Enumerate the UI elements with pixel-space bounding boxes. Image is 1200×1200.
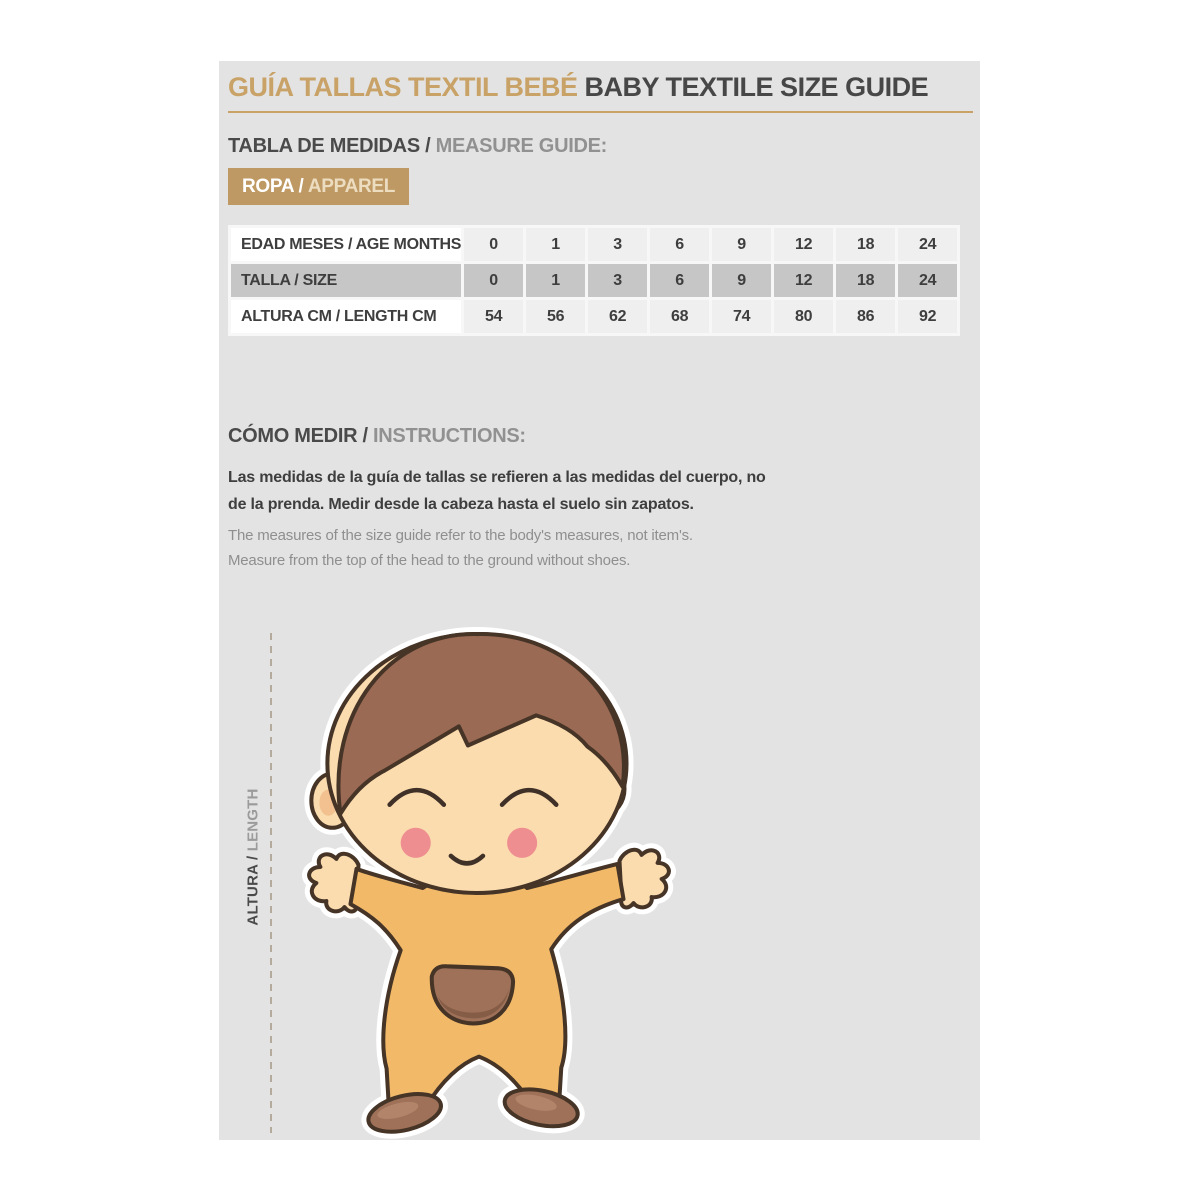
size-table-cell: 80: [774, 300, 834, 333]
measure-guide-heading-english: MEASURE GUIDE:: [435, 135, 608, 157]
size-table-cell: 24: [898, 228, 958, 261]
baby-right-shoe: [502, 1087, 580, 1129]
size-table-cell: 24: [898, 264, 958, 297]
apparel-badge-spanish: ROPA /: [242, 176, 304, 197]
height-axis-label-english: LENGTH: [244, 788, 262, 852]
instructions-text-english-line1: The measures of the size guide refer to …: [228, 527, 693, 544]
size-table-cell: 12: [774, 228, 834, 261]
instructions-heading-english: INSTRUCTIONS:: [373, 425, 526, 447]
instructions-text-spanish-line2: de la prenda. Medir desde la cabeza hast…: [228, 496, 694, 513]
size-table-cell: 1: [526, 228, 586, 261]
baby-left-shoe: [366, 1092, 443, 1134]
size-table-cell: 1: [526, 264, 586, 297]
size-table-cell: 0: [464, 264, 524, 297]
page-title: GUÍA TALLAS TEXTIL BEBÉ BABY TEXTILE SIZ…: [228, 72, 929, 103]
baby-mouth: [448, 853, 486, 866]
size-table-row-label: EDAD MESES / AGE MONTHS: [231, 228, 462, 261]
title-divider: [228, 111, 973, 113]
size-table-cell: 3: [588, 264, 648, 297]
baby-cheeks: [400, 827, 538, 858]
instructions-heading-spanish: CÓMO MEDIR /: [228, 425, 368, 447]
page-title-english: BABY TEXTILE SIZE GUIDE: [584, 72, 929, 102]
instructions-heading: CÓMO MEDIR / INSTRUCTIONS:: [228, 425, 526, 448]
size-table-cell: 6: [650, 264, 710, 297]
size-table: EDAD MESES / AGE MONTHS 0 1 3 6 9 12 18 24 TALLA …: [228, 225, 961, 336]
size-table-cell: 18: [836, 264, 896, 297]
size-table-cell: 6: [650, 228, 710, 261]
size-table-row-label: ALTURA CM / LENGTH CM: [231, 300, 462, 333]
size-table-cell: 18: [836, 228, 896, 261]
apparel-badge-english: APPAREL: [307, 176, 396, 197]
baby-belly-pocket-shade: [437, 988, 510, 1019]
baby-hair: [336, 632, 626, 816]
size-table-cell: 12: [774, 264, 834, 297]
height-axis-label-spanish: ALTURA /: [244, 855, 262, 926]
height-measure-dashed-line: [270, 633, 272, 1133]
size-table-cell: 3: [588, 228, 648, 261]
baby-right-hand: [617, 847, 671, 910]
measure-guide-heading: TABLA DE MEDIDAS / MEASURE GUIDE:: [228, 135, 607, 158]
size-table-cell: 54: [464, 300, 524, 333]
height-axis-label: ALTURA / LENGTH: [245, 788, 262, 925]
size-table-cell: 92: [898, 300, 958, 333]
instructions-text-english-line2: Measure from the top of the head to the …: [228, 552, 631, 569]
size-table-cell: 0: [464, 228, 524, 261]
instructions-text-english: The measures of the size guide refer to …: [228, 523, 693, 573]
page-title-spanish: GUÍA TALLAS TEXTIL BEBÉ: [228, 72, 578, 102]
size-guide-panel: GUÍA TALLAS TEXTIL BEBÉ BABY TEXTILE SIZ…: [219, 61, 980, 1140]
size-table-cell: 9: [712, 264, 772, 297]
apparel-badge: ROPA / APPAREL: [228, 168, 410, 205]
size-table-row: EDAD MESES / AGE MONTHS 0 1 3 6 9 12 18 24: [231, 228, 958, 261]
baby-left-hand: [307, 851, 361, 914]
size-table-row: ALTURA CM / LENGTH CM 54 56 62 68 74 80 86 92: [231, 300, 958, 333]
baby-illustration: [302, 627, 676, 1139]
size-table-cell: 68: [650, 300, 710, 333]
instructions-text-spanish-line1: Las medidas de la guía de tallas se refi…: [228, 469, 766, 486]
size-table-cell: 74: [712, 300, 772, 333]
instructions-text-spanish: Las medidas de la guía de tallas se refi…: [228, 464, 766, 518]
size-table-cell: 86: [836, 300, 896, 333]
size-table-row-label: TALLA / SIZE: [231, 264, 462, 297]
size-table-cell: 9: [712, 228, 772, 261]
size-table-row: TALLA / SIZE 0 1 3 6 9 12 18 24: [231, 264, 958, 297]
baby-eyes: [387, 788, 559, 807]
size-table-cell: 62: [588, 300, 648, 333]
measure-guide-heading-spanish: TABLA DE MEDIDAS /: [228, 135, 431, 157]
size-table-cell: 56: [526, 300, 586, 333]
